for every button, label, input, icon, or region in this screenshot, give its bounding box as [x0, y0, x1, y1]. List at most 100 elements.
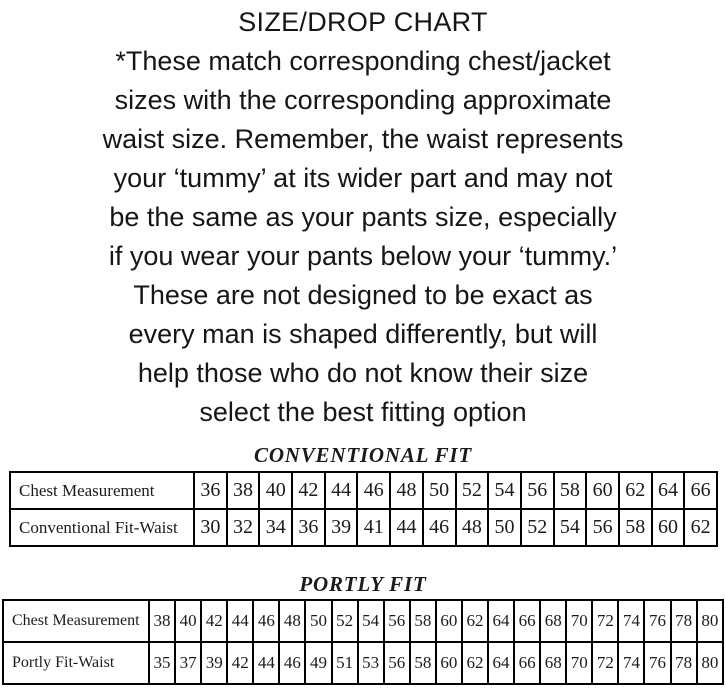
size-cell: 35	[147, 641, 177, 685]
size-cell: 54	[552, 508, 588, 547]
size-cell: 46	[252, 599, 281, 643]
size-cell: 38	[225, 471, 261, 510]
size-cell: 80	[695, 599, 725, 643]
size-cell: 48	[389, 471, 424, 510]
portly-fit-section: PORTLY FIT Chest Measurement 38 40 42 44 46 48…	[0, 572, 726, 685]
size-cell: 42	[226, 641, 255, 685]
row-label: Chest Measurement	[9, 471, 195, 510]
portly-fit-heading: PORTLY FIT	[299, 572, 427, 596]
size-cell: 78	[669, 641, 698, 685]
size-cell: 46	[356, 471, 392, 510]
size-cell: 39	[200, 641, 229, 685]
conventional-fit-heading: CONVENTIONAL FIT	[254, 443, 472, 467]
table-row: Chest Measurement 36 38 40 42 44 46 48 50 52 54 56 5…	[9, 471, 718, 510]
description-line: waist size. Remember, the waist represen…	[102, 124, 624, 154]
description-line: if you wear your pants below your ‘tummy…	[108, 241, 618, 271]
size-cell: 66	[513, 599, 542, 643]
size-cell: 76	[643, 641, 672, 685]
size-cell: 42	[291, 471, 326, 510]
size-cell: 44	[252, 641, 281, 685]
size-cell: 36	[291, 508, 326, 547]
size-cell: 68	[539, 599, 568, 643]
size-cell: 37	[174, 641, 203, 685]
size-cell: 50	[421, 471, 457, 510]
size-cell: 72	[591, 599, 620, 643]
size-cell: 38	[147, 599, 177, 643]
description-line: help those who do not know their size	[137, 358, 589, 388]
size-cell: 60	[434, 641, 463, 685]
size-cell: 49	[304, 641, 333, 685]
size-cell: 48	[454, 508, 490, 547]
size-cell: 50	[304, 599, 333, 643]
size-cell: 36	[193, 471, 228, 510]
size-cell: 62	[460, 641, 490, 685]
row-label: Chest Measurement	[2, 599, 150, 643]
size-cell: 50	[487, 508, 522, 547]
size-cell: 74	[617, 599, 646, 643]
size-cell: 46	[421, 508, 457, 547]
size-cell: 52	[519, 508, 555, 547]
size-cell: 32	[225, 508, 261, 547]
size-cell: 64	[650, 471, 686, 510]
size-cell: 78	[669, 599, 698, 643]
size-cell: 56	[519, 471, 555, 510]
size-cell: 60	[585, 471, 620, 510]
portly-fit-table: Chest Measurement 38 40 42 44 46 48 50 52 54 56 58 6…	[2, 599, 725, 685]
size-cell: 51	[330, 641, 359, 685]
size-cell: 34	[258, 508, 294, 547]
conventional-fit-table: Chest Measurement 36 38 40 42 44 46 48 50 52 54 56 5…	[9, 471, 718, 547]
size-cell: 30	[193, 508, 228, 547]
size-cell: 76	[643, 599, 672, 643]
size-cell: 62	[460, 599, 490, 643]
size-cell: 40	[258, 471, 294, 510]
size-cell: 40	[174, 599, 203, 643]
description-line: These are not designed to be exact as	[133, 280, 593, 310]
description-line: sizes with the corresponding approximate	[114, 85, 612, 115]
size-cell: 62	[683, 508, 718, 547]
size-cell: 44	[323, 471, 359, 510]
size-cell: 64	[487, 641, 516, 685]
size-cell: 44	[226, 599, 255, 643]
size-cell: 58	[617, 508, 653, 547]
size-cell: 80	[695, 641, 725, 685]
size-cell: 64	[487, 599, 516, 643]
size-cell: 53	[356, 641, 385, 685]
description-line: select the best fitting option	[199, 397, 527, 427]
row-label: Conventional Fit-Waist	[9, 508, 195, 547]
description-line: every man is shaped differently, but wil…	[128, 319, 598, 349]
description-line: your ‘tummy’ at its wider part and may n…	[113, 163, 613, 193]
size-cell: 56	[382, 599, 411, 643]
size-cell: 48	[278, 599, 307, 643]
size-cell: 70	[565, 641, 594, 685]
description-line: *These match corresponding chest/jacket	[115, 46, 611, 76]
size-cell: 72	[591, 641, 620, 685]
size-cell: 62	[617, 471, 653, 510]
size-cell: 52	[330, 599, 359, 643]
size-cell: 41	[356, 508, 392, 547]
size-cell: 66	[513, 641, 542, 685]
description-line: be the same as your pants size, especial…	[109, 202, 617, 232]
table-row: Chest Measurement 38 40 42 44 46 48 50 52 54 56 58 6…	[2, 599, 725, 643]
conventional-fit-section: CONVENTIONAL FIT Chest Measurement 36 38 40…	[0, 443, 726, 547]
size-cell: 52	[454, 471, 490, 510]
size-cell: 54	[356, 599, 385, 643]
size-cell: 56	[382, 641, 411, 685]
size-cell: 44	[389, 508, 424, 547]
size-cell: 39	[323, 508, 359, 547]
table-row: Conventional Fit-Waist 30 32 34 36 39 41 44 46 48…	[9, 508, 718, 547]
size-cell: 54	[487, 471, 522, 510]
size-cell: 60	[434, 599, 463, 643]
size-cell: 46	[278, 641, 307, 685]
size-cell: 70	[565, 599, 594, 643]
size-cell: 58	[408, 641, 437, 685]
size-cell: 66	[683, 471, 718, 510]
table-row: Portly Fit-Waist 35 37 39 42 44 46 49 51 53 56 58 60…	[2, 641, 725, 685]
size-cell: 58	[552, 471, 588, 510]
size-cell: 58	[408, 599, 437, 643]
size-cell: 56	[585, 508, 620, 547]
page-title: SIZE/DROP CHART	[238, 7, 488, 37]
size-cell: 60	[650, 508, 686, 547]
size-cell: 74	[617, 641, 646, 685]
description-paragraph: *These match corresponding chest/jacket s…	[0, 42, 726, 432]
